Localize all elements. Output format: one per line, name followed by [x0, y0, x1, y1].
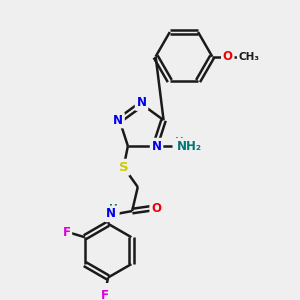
Text: N: N [113, 114, 123, 127]
Text: H: H [175, 137, 184, 147]
Text: N: N [106, 207, 116, 220]
Text: F: F [62, 226, 70, 239]
Text: NH: NH [182, 140, 199, 150]
Text: N: N [152, 140, 162, 152]
Text: O: O [151, 202, 161, 215]
Text: F: F [101, 290, 109, 300]
Text: CH₃: CH₃ [238, 52, 260, 61]
Text: S: S [119, 161, 128, 174]
Text: H: H [110, 204, 118, 214]
Text: N: N [136, 96, 146, 109]
Text: O: O [223, 50, 233, 63]
Text: NH₂: NH₂ [177, 140, 202, 152]
